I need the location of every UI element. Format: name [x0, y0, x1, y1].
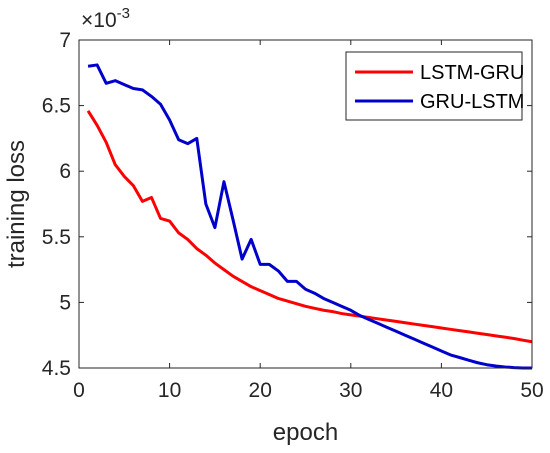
- y-tick-label: 5: [59, 291, 71, 314]
- y-multiplier: ×10-3: [81, 5, 130, 32]
- y-tick-label: 7: [59, 29, 71, 52]
- series-line-gru-lstm: [87, 63, 532, 370]
- y-tick-label: 6: [59, 160, 71, 183]
- x-tick-label: 40: [430, 379, 453, 402]
- y-tick-label: 5.5: [42, 226, 71, 249]
- axes-layer: [78, 39, 533, 369]
- x-tick-label: 10: [158, 379, 181, 402]
- x-tick-label: 30: [339, 379, 362, 402]
- x-axis-label: epoch: [273, 419, 338, 446]
- y-multiplier-base: ×10: [81, 9, 117, 32]
- x-tick-label: 50: [520, 379, 543, 402]
- x-tick-label: 0: [73, 379, 85, 402]
- y-tick-label: 4.5: [42, 357, 71, 380]
- legend-label-gru-lstm: GRU-LSTM: [420, 91, 524, 113]
- axes-box: [78, 39, 533, 369]
- y-ticks: 4.5 5 5.5 6 6.5 7: [42, 29, 532, 380]
- y-tick-label: 6.5: [42, 95, 71, 118]
- legend-label-lstm-gru: LSTM-GRU: [420, 62, 524, 84]
- legend-box: [345, 51, 523, 121]
- series-layer: [86, 63, 533, 370]
- series-line-lstm-gru: [86, 110, 533, 344]
- y-axis-label: training loss: [3, 140, 30, 268]
- y-multiplier-exponent: -3: [117, 5, 130, 22]
- x-tick-label: 20: [249, 379, 272, 402]
- x-ticks: 0 10 20 30 40 50: [73, 40, 544, 402]
- legend: LSTM-GRU GRU-LSTM: [345, 51, 524, 121]
